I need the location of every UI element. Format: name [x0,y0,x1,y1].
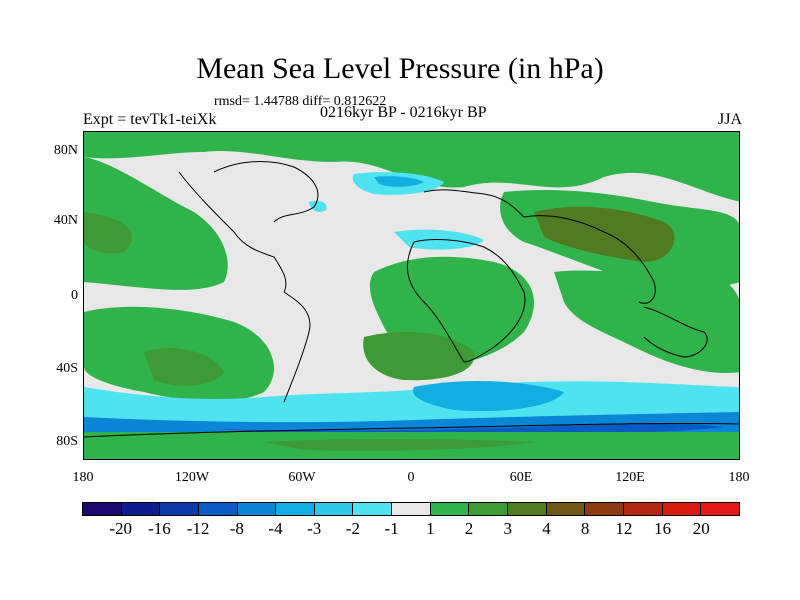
colorbar-label: 4 [542,519,551,538]
map-title: Mean Sea Level Pressure (in hPa) [196,52,604,85]
colorbar-swatch [585,503,624,515]
colorbar-swatch [623,503,663,515]
colorbar-label: -4 [268,519,283,538]
colorbar-label: 20 [692,519,710,538]
lat-tick-80s: 80S [56,434,78,449]
colorbar-swatch [237,503,277,515]
colorbar-swatch [430,503,470,515]
colorbar-swatch [469,503,509,515]
lon-tick-180e: 180 [728,470,750,485]
map-canvas [84,132,739,459]
colorbar-swatch [353,503,393,515]
colorbar-label: 16 [654,519,672,538]
colorbar-label: -8 [229,519,244,538]
period-label: 0216kyr BP - 0216kyr BP [320,104,487,121]
lon-tick-120e: 120E [615,470,645,485]
colorbar-swatch [276,503,315,515]
colorbar-swatch [392,503,431,515]
colorbar-swatch [198,503,238,515]
colorbar-label: -16 [148,519,171,538]
colorbar-label: 1 [426,519,435,538]
colorbar-swatch [546,503,586,515]
colorbar-label: 8 [580,519,590,538]
season-label: JJA [717,111,742,128]
colorbar-swatch [83,503,122,515]
colorbar-label: 2 [464,519,474,538]
lon-tick-60e: 60E [509,470,533,485]
colorbar-label: -3 [307,519,322,538]
colorbar-swatch [121,503,161,515]
colorbar-label: 3 [503,519,513,538]
experiment-label: Expt = tevTk1-teiXk [83,111,217,128]
colorbar-swatch [160,503,199,515]
colorbar-swatch [508,503,547,515]
colorbar-swatch [314,503,354,515]
colorbar-label: -1 [384,519,399,538]
lon-tick-180w: 180 [72,470,94,485]
colorbar-label: 12 [615,519,633,538]
lat-tick-40s: 40S [56,361,78,376]
lat-tick-0: 0 [71,288,78,303]
colorbar-label: -2 [345,519,361,538]
lat-tick-40n: 40N [53,213,78,228]
colorbar [82,502,740,516]
lat-tick-80n: 80N [53,143,78,158]
stats-label: rmsd= 1.44788 diff= 0.812622 [214,94,387,109]
colorbar-swatch [701,503,739,515]
lon-tick-120w: 120W [174,470,210,485]
colorbar-swatch [662,503,702,515]
colorbar-label: -12 [186,519,210,538]
colorbar-label: -20 [109,519,133,538]
map-panel [83,131,740,460]
lon-tick-60w: 60W [288,470,316,485]
lon-tick-0: 0 [407,470,415,485]
